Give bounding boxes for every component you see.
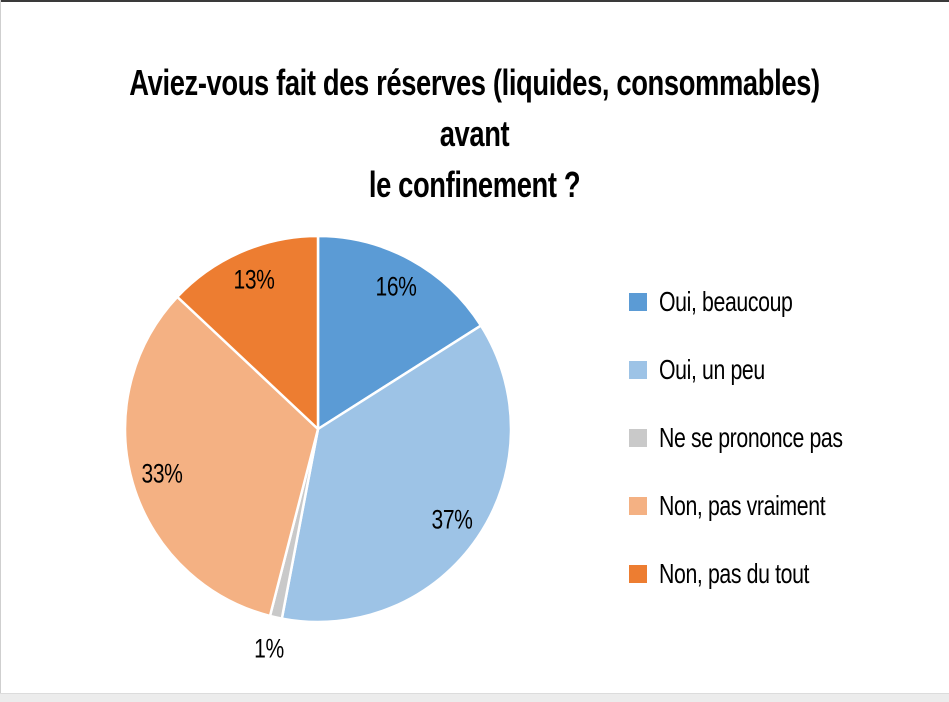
legend-label: Ne se prononce pas — [659, 422, 843, 453]
legend-label: Oui, un peu — [659, 354, 765, 385]
pie-data-label: 37% — [431, 504, 473, 535]
pie-data-label: 13% — [233, 264, 275, 295]
pie-data-label: 33% — [141, 458, 183, 489]
window-left-border — [0, 0, 1, 702]
legend-swatch — [629, 429, 647, 447]
pie-slice-5 — [176, 234, 320, 431]
legend-swatch — [629, 497, 647, 515]
chart-title: Aviez-vous fait des réserves (liquides, … — [114, 57, 835, 210]
legend-label: Oui, beaucoup — [659, 286, 793, 317]
legend-item-oui-un-peu: Oui, un peu — [629, 336, 901, 404]
legend-swatch — [629, 293, 647, 311]
legend-label: Non, pas du tout — [659, 558, 810, 589]
pie-data-label: 1% — [253, 633, 284, 664]
chart-title-line2: le confinement ? — [368, 164, 581, 205]
legend-item-oui-beaucoup: Oui, beaucoup — [629, 268, 901, 336]
legend-swatch — [629, 361, 647, 379]
legend-item-non-pas-du-tout: Non, pas du tout — [629, 540, 901, 608]
chart-title-line1: Aviez-vous fait des réserves (liquides, … — [129, 62, 820, 154]
legend-item-non-pas-vraiment: Non, pas vraiment — [629, 472, 901, 540]
pie-slice-2 — [280, 324, 513, 624]
legend: Oui, beaucoup Oui, un peu Ne se prononce… — [629, 268, 901, 608]
pie-slice-1 — [316, 234, 483, 431]
legend-item-ne-se-prononce-pas: Ne se prononce pas — [629, 404, 901, 472]
pie-data-label: 16% — [375, 271, 417, 302]
window-top-border — [0, 0, 949, 2]
legend-label: Non, pas vraiment — [659, 490, 826, 521]
pie-slice-4 — [123, 295, 320, 618]
legend-swatch — [629, 565, 647, 583]
bottom-strip — [0, 693, 949, 702]
